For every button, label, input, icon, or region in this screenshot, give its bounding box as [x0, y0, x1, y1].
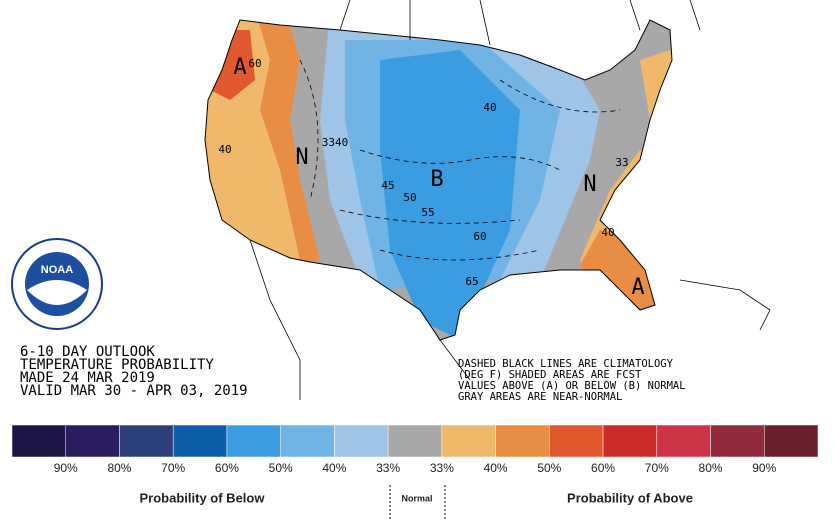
note-line: DASHED BLACK LINES ARE CLIMATOLOGY: [458, 358, 674, 370]
legend-label: 80%: [699, 461, 723, 475]
climatology-lines: [299, 59, 621, 261]
notes: DASHED BLACK LINES ARE CLIMATOLOGY(DEG F…: [458, 358, 686, 403]
legend-swatch: [172, 424, 228, 458]
legend-swatch: [495, 424, 550, 458]
legend: 90% 80% 70% 60% 50% 40% 33% 33% 40% 50% 60% 70% 80% 9…: [11, 424, 819, 505]
legend-label: 90%: [54, 461, 78, 475]
legend-swatch: [764, 424, 819, 458]
map-label: A: [631, 275, 644, 300]
map-label: N: [583, 172, 596, 197]
map-label: A: [233, 55, 246, 80]
header-line: TEMPERATURE PROBABILITY: [20, 357, 214, 373]
legend-swatch: [280, 424, 335, 458]
map-label: 40: [601, 226, 614, 239]
legend-caption: Normal: [401, 493, 432, 503]
legend-label: 33%: [376, 461, 400, 475]
map-label: 45: [381, 179, 394, 192]
legend-swatch: [11, 424, 66, 458]
legend-label: 90%: [752, 461, 776, 475]
legend-label: 80%: [107, 461, 131, 475]
legend-swatch: [656, 424, 711, 458]
map-label: 60: [248, 57, 261, 70]
borders: [249, 0, 771, 400]
legend-swatch: [602, 424, 658, 458]
legend-label: 60%: [591, 461, 615, 475]
header-line: MADE 24 MAR 2019: [20, 370, 155, 386]
legend-swatch: [65, 424, 120, 458]
legend-caption: Probability of Above: [567, 490, 693, 505]
map-label: 40: [218, 143, 231, 156]
map-label: B: [430, 167, 443, 192]
legend-label: 33%: [430, 461, 454, 475]
legend-swatch: [119, 424, 174, 458]
legend-caption: Probability of Below: [140, 490, 266, 505]
legend-swatch: [710, 424, 765, 458]
legend-label: 40%: [322, 461, 346, 475]
legend-swatch: [441, 424, 496, 458]
legend-swatch: [226, 424, 281, 458]
map-label: 3340: [322, 136, 349, 149]
map-label: 33: [615, 156, 628, 169]
legend-label: 70%: [645, 461, 669, 475]
note-line: (DEG F) SHADED AREAS ARE FCST: [458, 369, 642, 381]
map-label: 40: [483, 101, 496, 114]
legend-swatch: [334, 424, 389, 458]
logo-text: NOAA: [41, 264, 73, 276]
note-line: GRAY AREAS ARE NEAR-NORMAL: [458, 391, 622, 403]
header-line: VALID MAR 30 - APR 03, 2019: [20, 383, 248, 399]
header-line: 6-10 DAY OUTLOOK: [20, 344, 155, 360]
note-line: VALUES ABOVE (A) OR BELOW (B) NORMAL: [458, 380, 686, 392]
map-label: 60: [473, 230, 486, 243]
legend-swatch: [387, 424, 443, 458]
map-label: 55: [421, 206, 434, 219]
legend-label: 50%: [537, 461, 561, 475]
legend-label: 50%: [269, 461, 293, 475]
noaa-logo: NOAA: [11, 238, 103, 330]
legend-label: 70%: [161, 461, 185, 475]
map-label: 50: [403, 191, 416, 204]
map-label: 65: [465, 275, 478, 288]
legend-label: 40%: [484, 461, 508, 475]
legend-swatch: [549, 424, 604, 458]
map-label: N: [295, 145, 308, 170]
legend-label: 60%: [215, 461, 239, 475]
